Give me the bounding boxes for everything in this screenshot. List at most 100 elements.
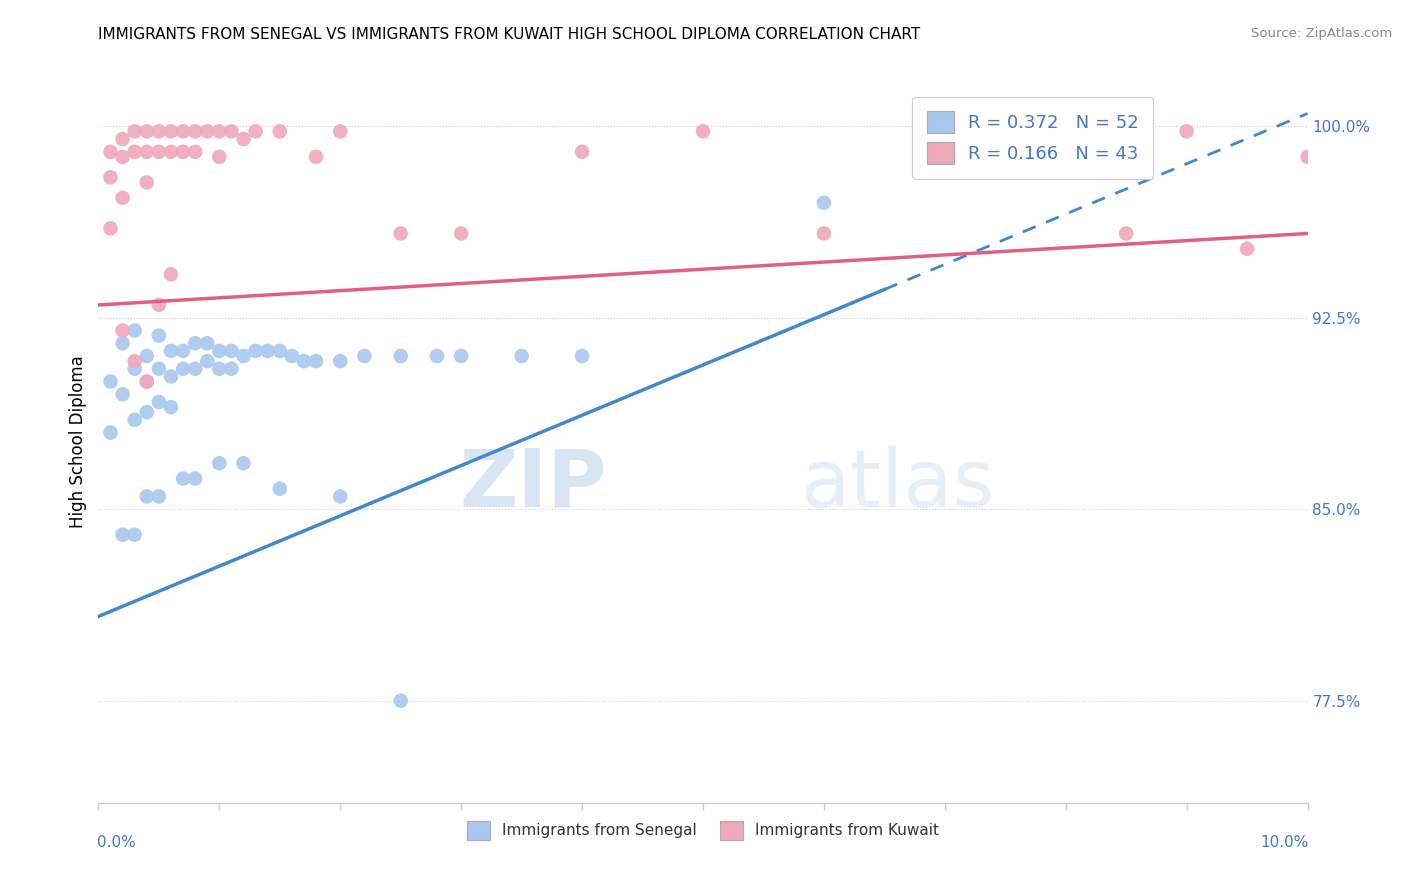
Point [221, 361, 243, 376]
Point [813, 195, 835, 210]
Point [148, 490, 170, 504]
Point [208, 361, 231, 376]
Point [510, 349, 533, 363]
Point [172, 124, 194, 138]
Point [232, 132, 254, 146]
Point [571, 145, 593, 159]
Point [124, 124, 146, 138]
Point [135, 349, 157, 363]
Point [450, 227, 472, 241]
Point [184, 361, 207, 376]
Point [571, 349, 593, 363]
Point [292, 354, 315, 368]
Point [389, 349, 412, 363]
Point [245, 124, 267, 138]
Point [172, 472, 194, 486]
Point [124, 354, 146, 368]
Point [305, 150, 328, 164]
Point [135, 124, 157, 138]
Point [184, 472, 207, 486]
Point [208, 150, 231, 164]
Point [111, 150, 134, 164]
Point [148, 361, 170, 376]
Point [100, 170, 122, 185]
Point [148, 298, 170, 312]
Point [269, 343, 291, 358]
Text: Source: ZipAtlas.com: Source: ZipAtlas.com [1251, 27, 1392, 40]
Point [329, 490, 352, 504]
Point [135, 405, 157, 419]
Point [111, 132, 134, 146]
Point [124, 527, 146, 541]
Point [426, 349, 449, 363]
Point [245, 343, 267, 358]
Point [172, 343, 194, 358]
Point [221, 343, 243, 358]
Point [195, 124, 218, 138]
Point [100, 375, 122, 389]
Point [160, 400, 183, 414]
Point [232, 349, 254, 363]
Point [111, 336, 134, 351]
Point [1236, 242, 1258, 256]
Point [160, 268, 183, 282]
Point [111, 387, 134, 401]
Point [450, 349, 472, 363]
Point [269, 124, 291, 138]
Point [1115, 227, 1137, 241]
Point [124, 323, 146, 337]
Point [329, 124, 352, 138]
Point [100, 145, 122, 159]
Point [124, 361, 146, 376]
Point [221, 124, 243, 138]
Point [111, 191, 134, 205]
Point [269, 482, 291, 496]
Point [1296, 150, 1319, 164]
Point [172, 145, 194, 159]
Point [305, 354, 328, 368]
Text: atlas: atlas [800, 446, 994, 524]
Point [124, 145, 146, 159]
Point [135, 490, 157, 504]
Point [148, 395, 170, 409]
Point [256, 343, 278, 358]
Point [111, 527, 134, 541]
Point [692, 124, 714, 138]
Y-axis label: High School Diploma: High School Diploma [69, 355, 87, 528]
Point [389, 227, 412, 241]
Point [813, 227, 835, 241]
Point [100, 221, 122, 235]
Point [353, 349, 375, 363]
Text: IMMIGRANTS FROM SENEGAL VS IMMIGRANTS FROM KUWAIT HIGH SCHOOL DIPLOMA CORRELATIO: IMMIGRANTS FROM SENEGAL VS IMMIGRANTS FR… [98, 27, 921, 42]
Legend: Immigrants from Senegal, Immigrants from Kuwait: Immigrants from Senegal, Immigrants from… [461, 815, 945, 846]
Point [184, 336, 207, 351]
Point [1175, 124, 1198, 138]
Point [135, 375, 157, 389]
Text: ZIP: ZIP [458, 446, 606, 524]
Point [208, 124, 231, 138]
Point [148, 145, 170, 159]
Point [160, 369, 183, 384]
Point [135, 145, 157, 159]
Point [100, 425, 122, 440]
Point [148, 328, 170, 343]
Point [184, 124, 207, 138]
Point [994, 124, 1017, 138]
Point [208, 343, 231, 358]
Text: 0.0%: 0.0% [97, 835, 136, 850]
Point [160, 145, 183, 159]
Point [124, 413, 146, 427]
Point [160, 343, 183, 358]
Text: 10.0%: 10.0% [1260, 835, 1309, 850]
Point [389, 694, 412, 708]
Point [111, 323, 134, 337]
Point [232, 456, 254, 470]
Point [208, 456, 231, 470]
Point [195, 336, 218, 351]
Point [281, 349, 304, 363]
Point [135, 375, 157, 389]
Point [160, 124, 183, 138]
Point [184, 145, 207, 159]
Point [329, 354, 352, 368]
Point [148, 124, 170, 138]
